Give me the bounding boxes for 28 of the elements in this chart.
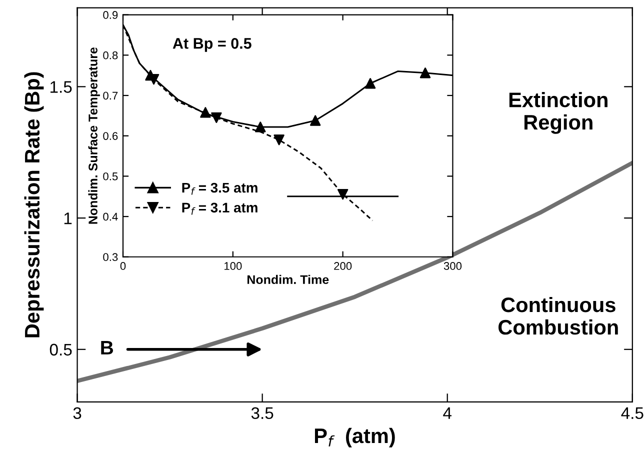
y-tick-label: 1.5 [50,81,72,93]
y-axis-title: Nondim. Surface Temperature [88,47,100,224]
y-tick-label: 1 [64,212,72,224]
x-axis-title: P$_{f}$ (atm) [314,428,395,448]
x-tick-label: 200 [334,262,352,270]
y-tick-label: 0.5 [50,344,72,356]
y-tick-label: 0.9 [103,11,118,19]
x-tick-label: 300 [444,262,462,270]
x-axis-title: Nondim. Time [247,274,329,284]
y-tick-label: 0.6 [103,132,118,140]
x-tick-label: 3 [73,407,82,420]
x-tick-label: 0 [120,262,126,270]
y-axis-title: Depressurization Rate (Bp) [24,72,44,338]
x-tick-label: 4 [443,407,452,419]
legend-label: P$_{f}$ = 3.5 atm [182,182,258,195]
annotation: Extinction Region [509,92,608,134]
y-tick-label: 0.8 [103,51,118,60]
annotation: At Bp = 0.5 [172,38,252,52]
legend-label: P$_{f}$ = 3.1 atm [182,202,258,215]
x-tick-label: 4.5 [621,407,644,420]
x-tick-label: 3.5 [251,407,274,420]
annotation: Continuous Combustion [498,296,618,335]
y-tick-label: 0.4 [103,212,118,221]
x-tick-label: 100 [224,262,242,270]
y-tick-label: 0.3 [103,253,118,262]
y-tick-label: 0.5 [103,172,118,180]
y-tick-label: 0.7 [103,92,118,100]
annotation: B [101,341,114,354]
